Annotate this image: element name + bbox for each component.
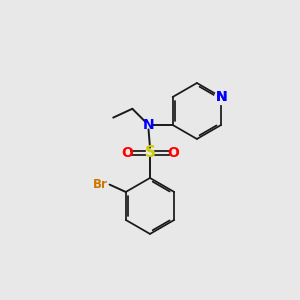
Text: O: O xyxy=(167,146,179,160)
Text: O: O xyxy=(121,146,133,160)
Text: N: N xyxy=(215,90,227,104)
Text: S: S xyxy=(145,146,155,160)
Text: N: N xyxy=(143,118,154,132)
Text: Br: Br xyxy=(93,178,107,191)
Text: N: N xyxy=(215,90,227,104)
